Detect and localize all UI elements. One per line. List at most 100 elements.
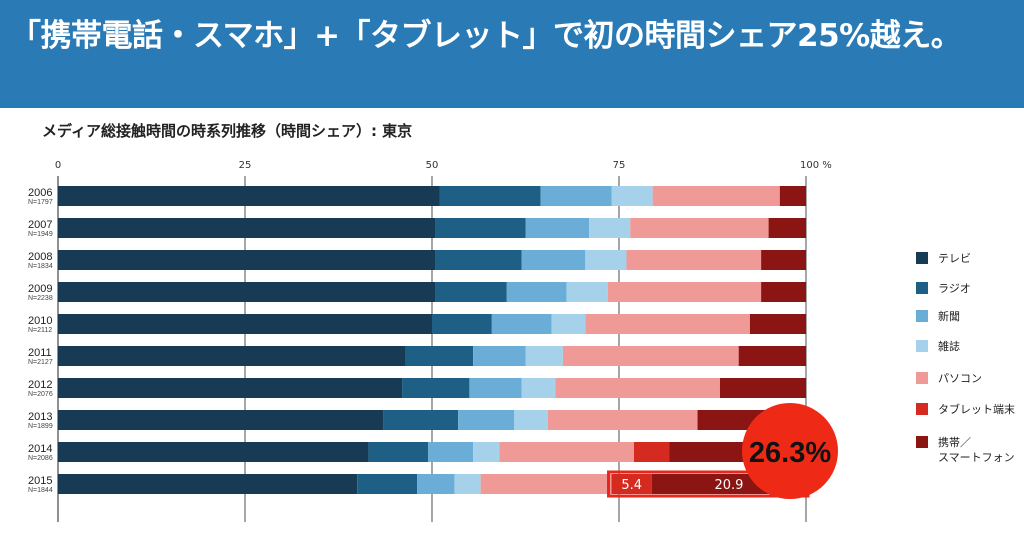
bar-segment-2006-1 (439, 186, 541, 206)
callout-circle (742, 403, 838, 499)
legend-label: ラジオ (938, 282, 971, 295)
bar-segment-2015-4 (480, 474, 612, 494)
bar-segment-2006-4 (652, 186, 780, 206)
bar-segment-2015-0 (58, 474, 358, 494)
bar-segment-2009-4 (607, 282, 762, 302)
legend-label: タブレット端末 (938, 402, 1015, 416)
legend-label: 雑誌 (938, 339, 960, 353)
legend-swatch-4 (916, 372, 928, 384)
stacked-bar-chart: メディア総接触時間の時系列推移（時間シェア）: 東京 0 25 50 75 100 % … (28, 122, 1015, 522)
bar-segment-2014-0 (58, 442, 369, 462)
bar-segment-2010-0 (58, 314, 432, 334)
bar-segment-2009-3 (566, 282, 608, 302)
bar-segment-2010-4 (585, 314, 750, 334)
sample-size-label: N=2238 (28, 295, 53, 302)
bar-segment-2010-1 (432, 314, 492, 334)
legend-swatch-6 (916, 436, 928, 448)
x-tick-label: 50 (426, 160, 439, 171)
x-tick-label: 0 (55, 160, 61, 171)
bar-segment-2006-2 (540, 186, 612, 206)
bar-segment-2015-5 (611, 474, 652, 494)
bar-segment-2007-6 (768, 218, 806, 238)
bar-segment-2013-3 (514, 410, 548, 430)
year-label: 2012 (28, 379, 52, 391)
bar-segment-2014-5 (633, 442, 670, 462)
bar-segment-2012-0 (58, 378, 403, 398)
bar-segment-2011-4 (562, 346, 739, 366)
sample-size-label: N=2127 (28, 359, 53, 366)
legend-label: テレビ (938, 252, 971, 265)
bar-segment-2013-0 (58, 410, 384, 430)
tablet-value-label: 5.4 (621, 478, 642, 493)
year-label: 2009 (28, 283, 52, 295)
bar-segment-2008-4 (626, 250, 762, 270)
bar-segment-2011-2 (473, 346, 526, 366)
bar-segment-2008-2 (521, 250, 586, 270)
legend-swatch-2 (916, 310, 928, 322)
sample-size-label: N=1844 (28, 487, 53, 494)
year-label: 2010 (28, 315, 52, 327)
legend-label: 携帯／スマートフォン (938, 435, 1015, 464)
bar-segment-2013-4 (547, 410, 698, 430)
year-label: 2011 (28, 347, 52, 359)
bar-segment-2012-1 (402, 378, 470, 398)
bar-segment-2012-3 (521, 378, 556, 398)
bar-segment-2010-6 (749, 314, 806, 334)
legend-swatch-5 (916, 403, 928, 415)
year-label: 2008 (28, 251, 52, 263)
bar-segment-2006-3 (611, 186, 653, 206)
legend-swatch-1 (916, 282, 928, 294)
bar-segment-2007-3 (589, 218, 631, 238)
bar-segment-2013-1 (383, 410, 459, 430)
bar-segment-2012-4 (555, 378, 720, 398)
bar-segment-2008-3 (585, 250, 627, 270)
legend-label: 新聞 (938, 309, 960, 323)
legend-swatch-0 (916, 252, 928, 264)
legend-label: パソコン (938, 372, 982, 385)
year-label: 2014 (28, 443, 52, 455)
bar-segment-2014-1 (368, 442, 429, 462)
bar-segment-2012-6 (719, 378, 806, 398)
bar-segment-2010-3 (551, 314, 586, 334)
bar-segment-2009-0 (58, 282, 436, 302)
bar-segment-2015-3 (454, 474, 481, 494)
sample-size-label: N=2076 (28, 391, 53, 398)
sample-size-label: N=1797 (28, 199, 53, 206)
bar-segment-2015-2 (417, 474, 455, 494)
year-label: 2007 (28, 219, 52, 231)
sample-size-label: N=1899 (28, 423, 53, 430)
bar-segment-2009-6 (761, 282, 806, 302)
year-label: 2013 (28, 411, 52, 423)
bar-segment-2007-2 (525, 218, 590, 238)
callout-value: 26.3% (749, 437, 831, 469)
sample-size-label: N=2112 (28, 327, 52, 334)
bar-segment-2011-6 (738, 346, 806, 366)
x-tick-label: 100 % (800, 160, 832, 171)
bar-segment-2008-6 (761, 250, 806, 270)
bar-segment-2015-1 (357, 474, 418, 494)
header-banner: 「携帯電話・スマホ」+「タブレット」で初の時間シェア25%越え。 (0, 0, 1024, 108)
chart-title: メディア総接触時間の時系列推移（時間シェア）: 東京 (42, 122, 412, 140)
bar-segment-2014-3 (473, 442, 500, 462)
sample-size-label: N=1949 (28, 231, 53, 238)
x-tick-label: 75 (613, 160, 626, 171)
headline: 「携帯電話・スマホ」+「タブレット」で初の時間シェア25%越え。 (10, 18, 962, 54)
sample-size-label: N=1834 (28, 263, 53, 270)
bar-segment-2013-2 (458, 410, 515, 430)
bar-segment-2007-0 (58, 218, 436, 238)
mobile-value-label: 20.9 (714, 478, 743, 493)
bar-segment-2011-1 (405, 346, 474, 366)
bar-segment-2009-2 (506, 282, 567, 302)
bar-segment-2012-2 (469, 378, 522, 398)
bar-segment-2011-0 (58, 346, 406, 366)
legend-swatch-3 (916, 340, 928, 352)
bar-segment-2009-1 (435, 282, 507, 302)
bar-segment-2008-1 (435, 250, 522, 270)
bar-segment-2011-3 (525, 346, 563, 366)
year-label: 2006 (28, 187, 52, 199)
x-tick-label: 25 (239, 160, 252, 171)
bar-segment-2006-0 (58, 186, 440, 206)
bar-segment-2014-2 (428, 442, 474, 462)
bar-segment-2006-6 (779, 186, 806, 206)
year-label: 2015 (28, 475, 52, 487)
